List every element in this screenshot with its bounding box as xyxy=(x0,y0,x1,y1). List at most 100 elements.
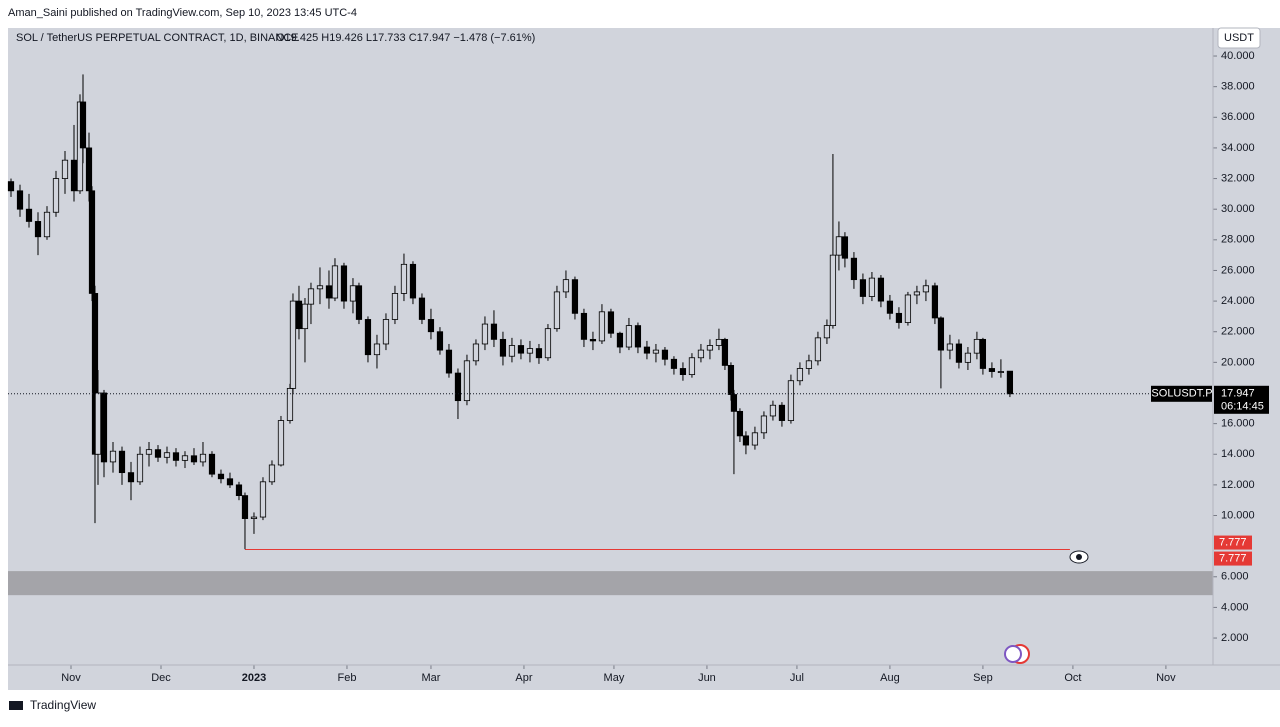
candle-body xyxy=(769,404,777,417)
candle-body xyxy=(34,221,42,238)
candle-body xyxy=(922,285,930,293)
candle-body xyxy=(964,352,972,363)
candle-body xyxy=(109,450,117,463)
candle-body xyxy=(208,453,216,475)
candle-body xyxy=(823,325,831,339)
ohlc-legend: O19.425 H19.426 L17.733 C17.947 −1.478 (… xyxy=(276,32,535,44)
candle-body xyxy=(499,338,507,357)
candle-body xyxy=(904,294,912,323)
candle-body xyxy=(751,432,759,446)
candle-body xyxy=(127,472,135,483)
candle-body xyxy=(373,343,381,356)
last-price-label: 17.947 xyxy=(1221,388,1255,400)
candle-body xyxy=(661,349,669,360)
candle-body xyxy=(94,392,102,455)
candle-body xyxy=(616,332,624,348)
candle-body xyxy=(436,331,444,351)
logo-mark xyxy=(9,701,23,710)
y-tick-label: 38.000 xyxy=(1221,81,1255,93)
y-tick-label: 34.000 xyxy=(1221,142,1255,154)
candle-body xyxy=(226,478,234,486)
candle-body xyxy=(100,392,108,463)
candle-body xyxy=(277,420,285,466)
candle-body xyxy=(955,343,963,363)
candle-body xyxy=(805,360,813,369)
candle-body xyxy=(562,279,570,293)
candle-body xyxy=(154,449,162,458)
candle-body xyxy=(199,453,207,463)
candle-body xyxy=(16,190,24,210)
eye-icon[interactable] xyxy=(1069,550,1089,564)
candle-body xyxy=(973,338,981,354)
candle-body xyxy=(778,404,786,421)
x-tick-label: Oct xyxy=(1064,672,1081,684)
candle-body xyxy=(349,285,357,302)
y-tick-label: 32.000 xyxy=(1221,172,1255,184)
candle-body xyxy=(409,263,417,299)
zone xyxy=(8,571,1213,596)
candle-body xyxy=(289,300,297,389)
candle-body xyxy=(706,345,714,351)
y-tick-label: 36.000 xyxy=(1221,111,1255,123)
x-tick-label: Feb xyxy=(337,672,356,684)
candle-body xyxy=(937,317,945,351)
candle-body xyxy=(850,257,858,281)
x-tick-label: Mar xyxy=(421,672,440,684)
candle-body xyxy=(877,277,885,302)
candle-body xyxy=(490,323,498,340)
y-tick-label: 10.000 xyxy=(1221,509,1255,521)
candle-body xyxy=(325,285,333,299)
candle-body xyxy=(400,263,408,294)
candle-body xyxy=(841,236,849,259)
candle-body xyxy=(829,254,837,326)
line-value-label: 7.777 xyxy=(1219,536,1247,548)
candle-body xyxy=(526,348,534,354)
candle-body xyxy=(7,181,15,192)
candle-body xyxy=(295,300,303,330)
candle-body xyxy=(301,303,309,330)
y-tick-label: 20.000 xyxy=(1221,356,1255,368)
candle-body xyxy=(136,453,144,483)
candle-body xyxy=(217,473,225,480)
candle-body xyxy=(241,495,249,519)
x-tick-label: Jun xyxy=(698,672,716,684)
y-tick-label: 6.000 xyxy=(1221,571,1249,583)
candle-body xyxy=(895,312,903,323)
x-tick-label: Nov xyxy=(61,672,81,684)
candle-body xyxy=(835,236,843,256)
candle-body xyxy=(454,372,462,402)
candle-body xyxy=(721,338,729,366)
candle-body xyxy=(145,449,153,455)
y-tick-label: 28.000 xyxy=(1221,234,1255,246)
candle-body xyxy=(670,358,678,369)
currency-button[interactable] xyxy=(1217,27,1261,49)
candle-body xyxy=(307,288,315,305)
x-tick-label: Sep xyxy=(973,672,993,684)
candle-body xyxy=(679,368,687,376)
candle-body xyxy=(688,357,696,376)
line-value-label: 7.777 xyxy=(1219,552,1247,564)
y-tick-label: 14.000 xyxy=(1221,448,1255,460)
candle-body xyxy=(787,380,795,421)
last-price-box xyxy=(1214,385,1269,414)
y-tick-label: 24.000 xyxy=(1221,295,1255,307)
eye-pupil xyxy=(1076,554,1082,560)
candle-body xyxy=(607,311,615,334)
candle-body xyxy=(355,285,363,320)
candle-body xyxy=(118,450,126,474)
y-tick-label: 22.000 xyxy=(1221,326,1255,338)
events-icon[interactable] xyxy=(1004,644,1030,664)
candle-body xyxy=(190,455,198,463)
candle-body xyxy=(250,516,258,519)
y-tick-label: 30.000 xyxy=(1221,203,1255,215)
candle-body xyxy=(517,345,525,354)
candle-body xyxy=(43,211,51,238)
candle-body xyxy=(931,285,939,319)
x-tick-label: Jul xyxy=(790,672,804,684)
candle-body xyxy=(172,452,180,461)
candle-body xyxy=(52,178,60,213)
y-tick-label: 16.000 xyxy=(1221,418,1255,430)
x-tick-label: Aug xyxy=(880,672,900,684)
candle-body xyxy=(571,279,579,314)
